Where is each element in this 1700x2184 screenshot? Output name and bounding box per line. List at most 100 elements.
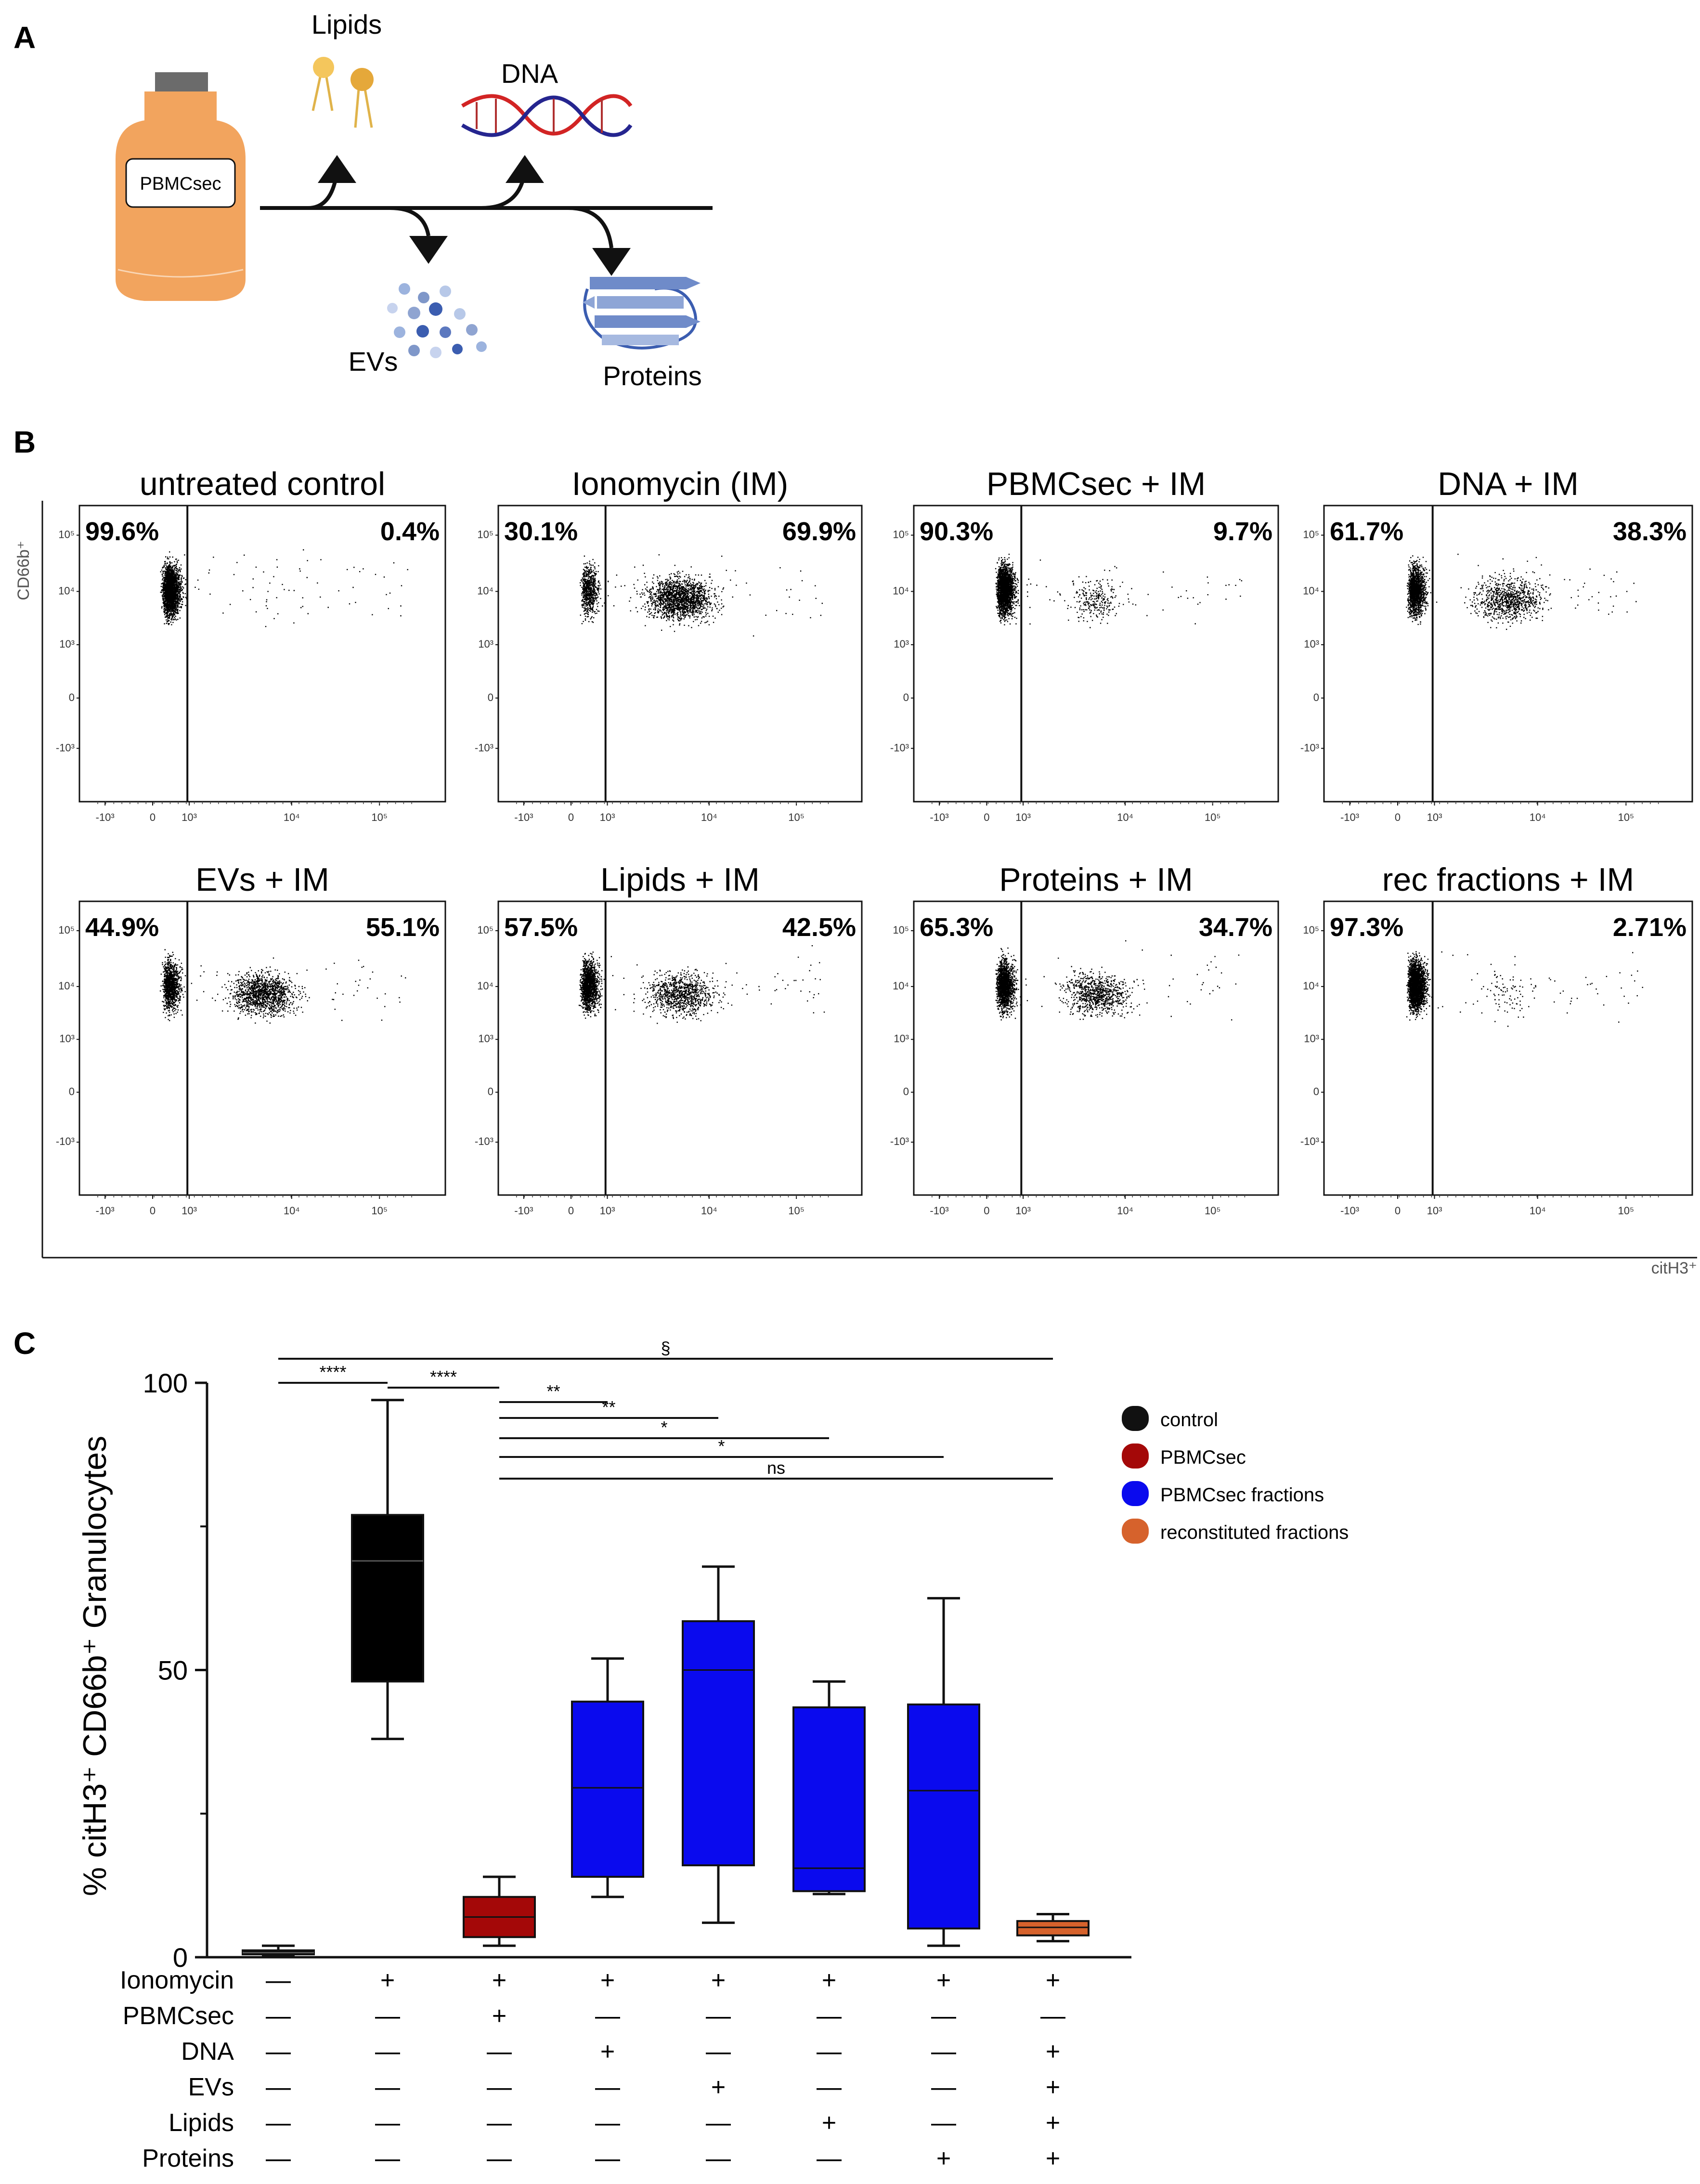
evs-label: EVs (349, 346, 398, 377)
treatment-value: — (595, 2145, 620, 2172)
y-tick-label: 10³ (59, 638, 75, 650)
treatment-value: — (487, 2145, 512, 2172)
treatment-value: + (1046, 2073, 1060, 2101)
treatment-value: + (380, 1966, 395, 1994)
x-tick-label: 10³ (1015, 1205, 1031, 1217)
panel-b: B CD66b⁺ citH3⁺ untreated control 99.6% 0.… (13, 425, 1697, 1277)
plot-frame (78, 505, 446, 803)
treatment-value: + (822, 1966, 836, 1994)
treatment-value: — (931, 2109, 956, 2137)
treatment-value: — (706, 2145, 731, 2172)
left-gate-percent: 65.3% (920, 913, 993, 942)
y-tick-label: -10³ (890, 741, 909, 754)
x-tick-label: 0 (1395, 1205, 1401, 1217)
box (242, 1944, 315, 1957)
y-tick-label: 10⁵ (1303, 924, 1319, 936)
x-minor-ticks (1342, 1195, 1659, 1197)
y-tick-label: 10⁴ (1303, 585, 1319, 597)
left-gate-percent: 30.1% (504, 517, 578, 546)
treatment-label: Lipids (169, 2109, 234, 2137)
treatment-value: + (936, 2145, 951, 2172)
y-tick-label: -10³ (56, 741, 75, 754)
plot-frame (1323, 900, 1693, 1196)
treatment-value: — (817, 2145, 842, 2172)
y-tick-label: -10³ (475, 1135, 493, 1147)
plot-title: PBMCsec + IM (986, 466, 1206, 502)
x-tick-label: -10³ (96, 811, 115, 823)
x-tick-label: 0 (568, 811, 574, 823)
significance-bar: ** (499, 1381, 608, 1403)
x-minor-ticks (516, 1195, 829, 1197)
x-tick-label: -10³ (514, 1205, 533, 1217)
treatment-value: — (931, 2002, 956, 2030)
legend-item: PBMCsec (1122, 1443, 1246, 1469)
plot-frame (497, 900, 863, 1196)
legend-item: control (1122, 1406, 1218, 1431)
treatment-row: Lipids — — — — — + — + (169, 2109, 1060, 2137)
treatment-value: — (487, 2109, 512, 2137)
treatment-value: — (706, 2109, 731, 2137)
box-iqr (351, 1514, 424, 1683)
event-dots (159, 949, 310, 1024)
treatment-value: — (706, 2002, 731, 2030)
treatment-value: — (375, 2073, 400, 2101)
legend-item: reconstituted fractions (1122, 1519, 1349, 1544)
y-tick-label: 0 (1313, 1086, 1319, 1098)
y-tick-label: 10⁵ (893, 529, 909, 541)
dna-label: DNA (501, 58, 558, 89)
box-iqr (571, 1701, 644, 1878)
event-dots (995, 554, 1129, 628)
x-tick-label: 10⁴ (1530, 811, 1546, 823)
x-minor-ticks (516, 802, 829, 804)
right-gate-percent: 69.9% (782, 517, 856, 546)
flow-plot: PBMCsec + IM 90.3% 9.7% 10⁵ 10⁴ 10³ 0 -10³ -10³ 0… (890, 466, 1279, 823)
legend-label: control (1160, 1409, 1218, 1430)
box (792, 1680, 866, 1896)
legend-swatch (1122, 1519, 1149, 1544)
proteins-icon (583, 277, 701, 350)
x-tick-label: -10³ (1340, 811, 1359, 823)
flow-plot: Ionomycin (IM) 30.1% 69.9% 10⁵ 10⁴ 10³ 0 -10³ -1… (475, 466, 863, 823)
treatment-value: — (706, 2038, 731, 2066)
right-gate-percent: 55.1% (366, 913, 440, 942)
significance-label: § (661, 1338, 670, 1358)
y-tick-label: 10⁴ (1303, 980, 1319, 992)
treatment-value: — (1040, 2002, 1065, 2030)
panel-b-y-label: CD66b⁺ (14, 541, 33, 600)
box (682, 1565, 755, 1924)
flow-plot: Lipids + IM 57.5% 42.5% 10⁵ 10⁴ 10³ 0 -10³ -10³ 0… (475, 861, 863, 1217)
x-tick-label: 10⁵ (371, 811, 388, 823)
treatment-value: + (1046, 1966, 1060, 1994)
x-tick-label: 0 (984, 811, 989, 823)
x-tick-label: 10⁵ (1618, 1205, 1635, 1217)
x-tick-label: -10³ (514, 811, 533, 823)
x-tick-label: 10³ (1427, 811, 1442, 823)
right-gate-percent: 42.5% (782, 913, 856, 942)
treatment-label: EVs (188, 2073, 234, 2101)
y-axis-label: % citH3⁺ CD66b⁺ Granulocytes (77, 1436, 113, 1896)
y-tick-label: 10⁵ (893, 924, 909, 936)
significance-bar: ns (499, 1458, 1053, 1480)
plot-title: DNA + IM (1438, 466, 1579, 502)
treatment-table: Ionomycin — + + + + + + + PBMCsec — — + — — — — — DNA — — — + —… (120, 1966, 1065, 2172)
arrow-up-lipids (318, 155, 356, 183)
y-tick-label: 10⁵ (1303, 529, 1319, 541)
lipids-label: Lipids (311, 9, 382, 39)
treatment-value: — (266, 2109, 291, 2137)
significance-bar: * (499, 1417, 829, 1439)
plot-frame (913, 505, 1279, 803)
legend-label: PBMCsec fractions (1160, 1484, 1324, 1506)
left-gate-percent: 61.7% (1330, 517, 1403, 546)
box-iqr (907, 1703, 980, 1930)
treatment-value: — (266, 2145, 291, 2172)
treatment-row: DNA — — — + — — — + (181, 2038, 1060, 2066)
treatment-row: PBMCsec — — + — — — — — (123, 2002, 1065, 2030)
y-tick-label: 10³ (894, 638, 909, 650)
treatment-value: + (600, 2038, 615, 2066)
flow-plot: rec fractions + IM 97.3% 2.71% 10⁵ 10⁴ 10³ 0 -1… (1300, 861, 1693, 1217)
box-iqr (792, 1706, 866, 1892)
x-tick-label: 10⁵ (1205, 811, 1221, 823)
x-tick-label: 0 (984, 1205, 989, 1217)
y-tick-label: 0 (488, 1086, 493, 1098)
significance-label: ns (767, 1458, 785, 1478)
